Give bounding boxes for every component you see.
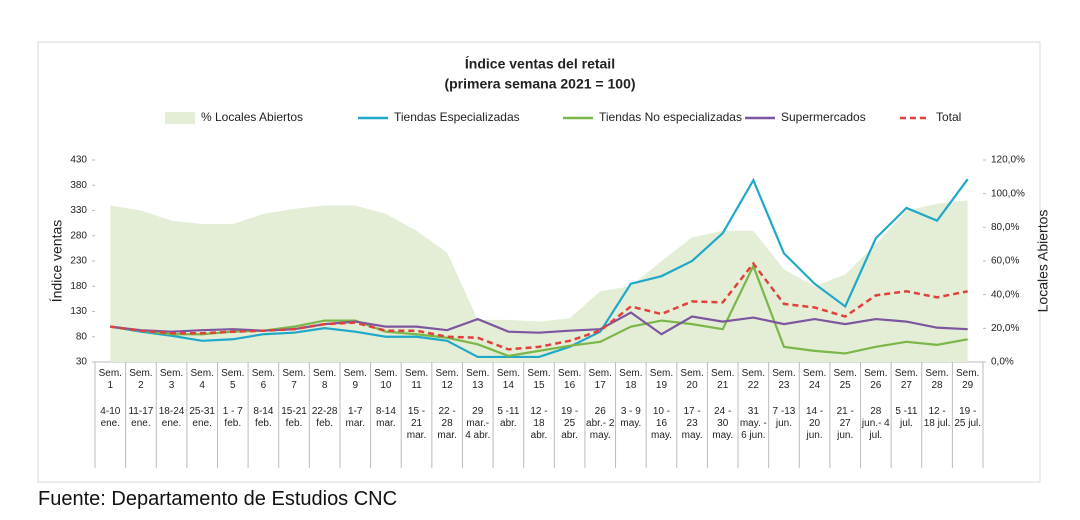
x-tick-label: Sem. 3 (159, 368, 184, 391)
x-tick-label: Sem. 16 (557, 368, 582, 391)
y-tick-label: 180 (70, 281, 87, 292)
y2-tick-label: 60,0% (991, 256, 1019, 267)
x-tick-label: Sem. 10 (374, 368, 398, 391)
x-date-label: 19 - 25 abr. (560, 406, 579, 441)
y2-tick-label: 120,0% (991, 155, 1025, 166)
x-tick-label: Sem. 26 (864, 368, 888, 391)
legend-label: Supermercados (781, 110, 866, 124)
chart-subtitle: (primera semana 2021 = 100) (444, 76, 635, 92)
legend-label: Tiendas No especializadas (599, 110, 742, 124)
x-tick-label: Sem. 9 (343, 368, 367, 391)
x-date-label: 26 abr.- 2 may. (586, 406, 615, 441)
chart-frame (37, 41, 1041, 483)
x-date-label: 28 jun.- 4 jul. (861, 406, 890, 441)
x-tick-label: Sem. 1 (98, 368, 122, 391)
legend-label: Total (936, 110, 961, 124)
x-date-label: 1 - 7 feb. (222, 406, 243, 429)
y-tick-label: 130 (70, 306, 87, 317)
x-date-label: 5 -11 abr. (497, 406, 520, 429)
x-tick-label: Sem. 20 (680, 368, 704, 391)
x-date-label: 1-7 mar. (345, 406, 365, 429)
y2-tick-label: 100,0% (991, 188, 1025, 199)
x-tick-label: Sem. 15 (527, 368, 551, 391)
x-date-label: 12 - 18 abr. (530, 406, 548, 441)
x-date-label: 22 - 28 mar. (437, 406, 457, 441)
line (110, 177, 969, 359)
legend-label: % Locales Abiertos (201, 110, 303, 124)
y-tick-label: 330 (70, 205, 87, 216)
x-date-label: 5 -11 jul. (895, 406, 918, 429)
x-date-label: 19 - 25 jul. (954, 406, 982, 429)
x-tick-label: Sem. 14 (496, 368, 521, 391)
x-tick-label: Sem. 27 (894, 368, 919, 391)
x-tick-label: Sem. 4 (190, 368, 214, 391)
line (110, 261, 968, 351)
x-date-label: 4-10 ene. (100, 406, 121, 429)
y2-tick-label: 0,0% (991, 357, 1014, 368)
y-tick-label: 230 (70, 256, 87, 267)
y-tick-label: 80 (76, 331, 88, 342)
source: Fuente: Departamento de Estudios CNC (38, 488, 398, 510)
chart-title: Índice ventas del retail (465, 56, 615, 72)
x-tick-label: Sem. 5 (221, 368, 245, 391)
x-tick-label: Sem. 17 (588, 368, 612, 391)
x-date-label: 8-14 feb. (253, 406, 274, 429)
x-date-label: 22-28 feb. (311, 406, 338, 429)
x-tick-label: Sem. 2 (129, 368, 153, 391)
x-date-label: 18-24 ene. (158, 406, 185, 429)
x-date-label: 29 mar.- 4 abr. (465, 406, 491, 441)
x-date-label: 17 - 23 may. (681, 406, 703, 441)
x-date-label: 31 may. - 6 jun. (739, 406, 767, 441)
x-date-label: 11-17 ene. (128, 406, 154, 429)
x-tick-label: Sem. 11 (404, 368, 429, 391)
x-date-label: 10 - 16 may. (651, 406, 672, 441)
x-tick-label: Sem. 22 (741, 368, 765, 391)
y-tick-label: 380 (70, 180, 87, 191)
y-axis-label: Índice ventas (49, 220, 65, 303)
x-tick-label: Sem. 18 (619, 368, 643, 391)
x-date-label: 7 -13 jun. (772, 406, 796, 429)
x-tick-label: Sem. 13 (466, 368, 490, 391)
x-date-label: 8-14 mar. (375, 406, 396, 429)
x-tick-label: Sem. 8 (312, 368, 337, 391)
x-tick-label: Sem. 23 (772, 368, 796, 391)
x-tick-label: Sem. 12 (435, 368, 459, 391)
x-date-label: 15-21 feb. (281, 406, 307, 429)
x-date-label: 15 - 21 mar. (406, 406, 427, 441)
y2-tick-label: 20,0% (991, 323, 1019, 334)
x-tick-label: Sem. 7 (282, 368, 306, 391)
x-date-label: 25-31 ene. (189, 406, 215, 429)
x-date-label: 14 - 20 jun. (805, 406, 824, 441)
y-tick-label: 430 (70, 155, 87, 166)
x-tick-label: Sem. 6 (251, 368, 276, 391)
legend-label: Tiendas Especializadas (394, 110, 520, 124)
x-tick-label: Sem. 25 (833, 368, 857, 391)
x-tick-label: Sem. 19 (649, 368, 674, 391)
x-date-label: 3 - 9 may. (620, 406, 642, 429)
x-tick-label: Sem. 21 (711, 368, 735, 391)
x-tick-label: Sem. 29 (956, 368, 980, 391)
x-tick-label: Sem. 28 (925, 368, 949, 391)
x-date-label: 12 - 18 jul. (923, 406, 951, 429)
x-date-label: 24 - 30 may. (712, 406, 734, 441)
legend-swatch (165, 112, 195, 124)
x-tick-label: Sem. 24 (802, 368, 827, 391)
x-date-label: 21 - 27 jun. (836, 406, 854, 441)
y2-axis-label: Locales Abiertos (1035, 210, 1051, 313)
y2-tick-label: 80,0% (991, 222, 1019, 233)
y-tick-label: 30 (76, 357, 88, 368)
y-tick-label: 280 (70, 230, 87, 241)
y2-tick-label: 40,0% (991, 289, 1019, 300)
